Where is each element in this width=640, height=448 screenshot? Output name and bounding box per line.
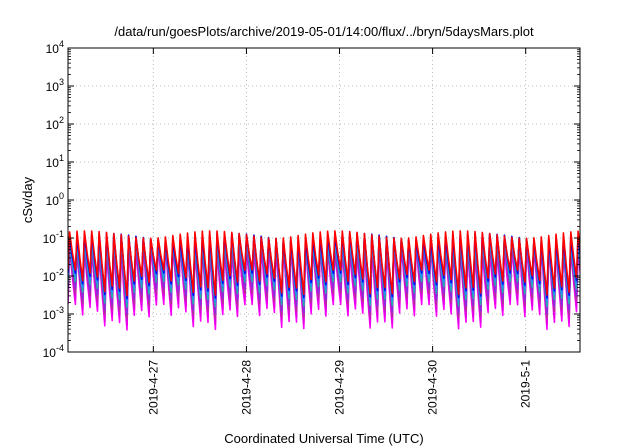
y-tick-label: 101 — [46, 153, 64, 170]
y-tick-label: 104 — [46, 39, 64, 56]
x-tick-label: 2019-4-27 — [146, 360, 160, 415]
y-tick-label: 102 — [46, 115, 64, 132]
y-tick-label: 100 — [46, 191, 64, 208]
y-tick-label: 10-4 — [43, 343, 64, 360]
y-tick-label: 10-1 — [43, 229, 64, 246]
y-axis-label: cSv/day — [20, 176, 35, 223]
chart-title: /data/run/goesPlots/archive/2019-05-01/1… — [114, 24, 534, 39]
x-tick-label: 2019-4-28 — [239, 360, 253, 415]
x-axis-label: Coordinated Universal Time (UTC) — [224, 431, 423, 446]
y-tick-label: 10-2 — [43, 267, 64, 284]
x-tick-label: 2019-5-1 — [519, 360, 533, 408]
x-axis: 2019-4-27 2019-4-28 2019-4-29 2019-4-30 2019… — [146, 48, 533, 415]
y-tick-label: 10-3 — [43, 305, 64, 322]
x-tick-label: 2019-4-29 — [333, 360, 347, 415]
series-group — [68, 230, 580, 331]
y-axis: 10-4 10-3 10-2 10-1 100 101 102 103 104 — [43, 39, 580, 360]
y-tick-label: 103 — [46, 77, 64, 94]
series-line — [68, 230, 580, 297]
x-tick-label: 2019-4-30 — [426, 360, 440, 415]
